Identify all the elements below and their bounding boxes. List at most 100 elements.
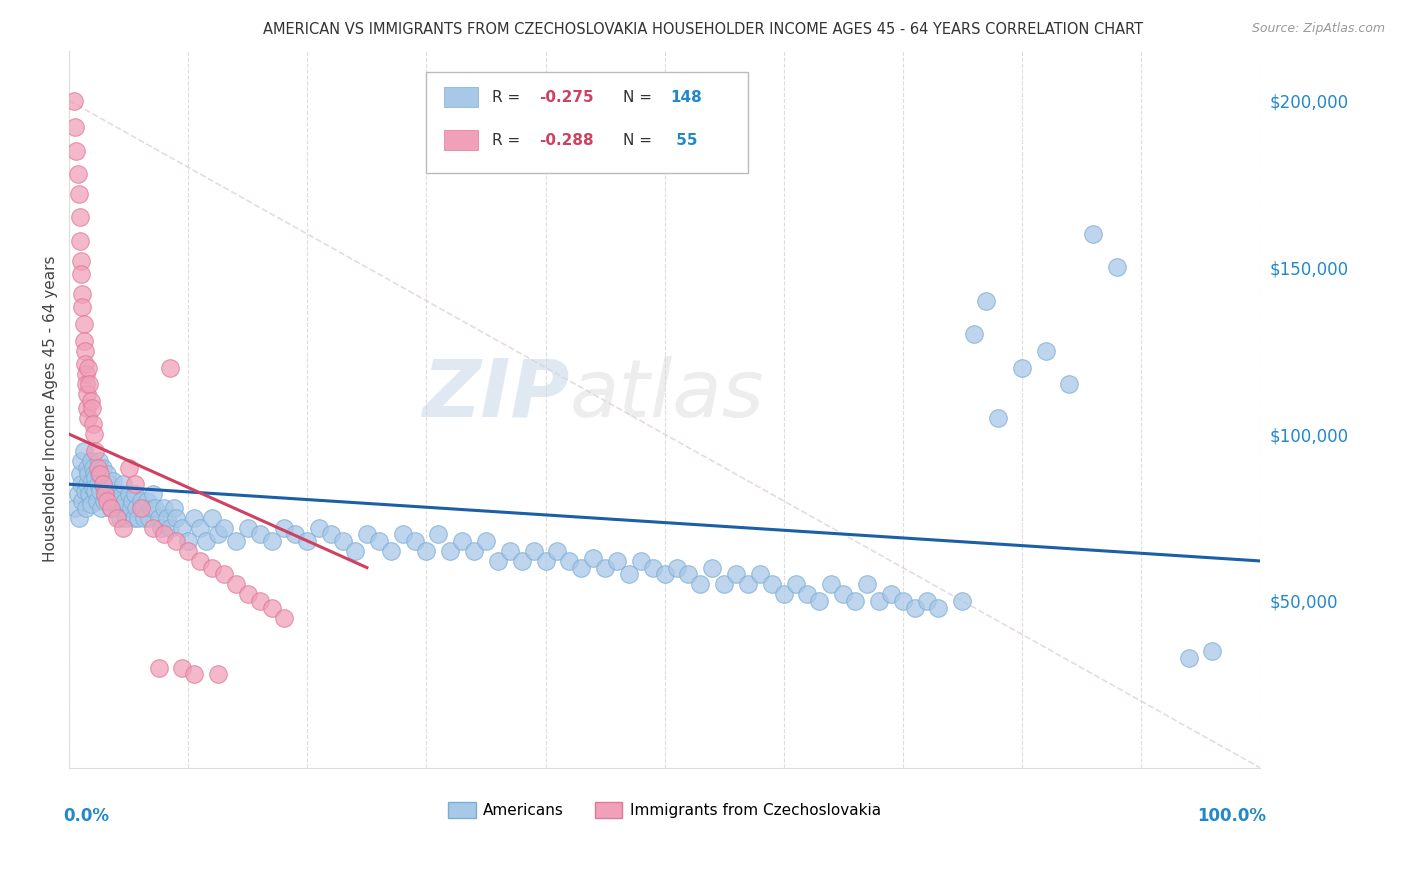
Point [73,357,96,371]
Point [124,487,146,501]
Point [463,544,485,558]
Point [188,520,211,534]
Text: 0.0%: 0.0% [63,807,110,825]
Point [439,544,461,558]
Point [101,483,124,498]
Point [641,560,664,574]
Point [153,500,176,515]
Point [112,500,135,515]
Point [486,554,509,568]
Point [523,544,546,558]
Point [73,483,96,498]
Point [159,520,181,534]
Point [856,577,879,591]
Point [148,510,170,524]
Point [142,487,165,501]
Point [201,560,224,574]
Point [69,234,91,248]
Point [891,594,914,608]
Point [236,520,259,534]
Point [183,510,205,524]
Point [772,587,794,601]
Point [80,401,103,415]
Point [94,487,117,501]
Point [569,560,592,574]
Point [98,494,121,508]
Point [111,487,134,501]
Point [737,577,759,591]
Point [1059,377,1081,392]
Point [103,474,125,488]
Point [94,487,117,501]
Point [67,510,90,524]
Point [132,500,155,515]
Point [273,610,295,624]
Point [129,494,152,508]
Point [84,483,107,498]
Point [82,417,104,432]
Point [689,577,711,591]
Point [127,510,149,524]
Point [163,500,186,515]
Point [904,600,927,615]
Point [120,500,142,515]
Point [115,510,138,524]
Point [91,460,114,475]
Point [880,587,903,601]
Point [70,253,93,268]
Point [134,510,156,524]
Point [75,367,97,381]
Bar [444,130,478,151]
Point [273,520,295,534]
Point [107,500,129,515]
Point [195,533,218,548]
Point [546,544,568,558]
Point [86,494,108,508]
Point [77,410,100,425]
Point [72,287,94,301]
Point [96,494,118,508]
Point [172,520,194,534]
Point [1201,644,1223,658]
Point [284,527,307,541]
Point [70,454,93,468]
Point [510,554,533,568]
Point [83,427,105,442]
Point [63,120,86,135]
Point [308,520,330,534]
Point [630,554,652,568]
Point [75,377,97,392]
Point [974,293,997,308]
Point [188,554,211,568]
Point [76,477,98,491]
Point [808,594,831,608]
Point [67,187,90,202]
Text: ZIP: ZIP [422,356,569,434]
Point [84,470,107,484]
Point [367,533,389,548]
Point [713,577,735,591]
Text: 148: 148 [671,90,703,104]
Point [665,560,688,574]
Point [80,474,103,488]
Point [212,520,235,534]
Point [820,577,842,591]
Point [124,477,146,491]
Point [77,467,100,482]
Point [249,594,271,608]
Point [915,594,938,608]
Point [987,410,1010,425]
Point [868,594,890,608]
Point [90,500,112,515]
Point [79,454,101,468]
Text: N =: N = [623,133,657,148]
Point [105,487,128,501]
Point [153,527,176,541]
Point [93,494,115,508]
Point [1107,260,1129,275]
Point [110,510,132,524]
Bar [426,72,748,172]
Point [97,477,120,491]
Text: AMERICAN VS IMMIGRANTS FROM CZECHOSLOVAKIA HOUSEHOLDER INCOME AGES 45 - 64 YEARS: AMERICAN VS IMMIGRANTS FROM CZECHOSLOVAK… [263,22,1143,37]
Point [142,520,165,534]
